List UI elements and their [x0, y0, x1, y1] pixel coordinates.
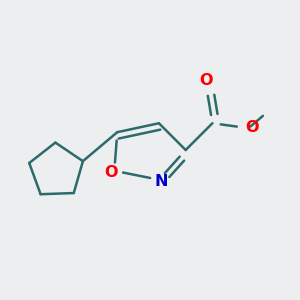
Text: O: O	[105, 165, 118, 180]
Text: O: O	[245, 120, 258, 135]
Text: O: O	[200, 73, 213, 88]
Text: N: N	[154, 174, 168, 189]
